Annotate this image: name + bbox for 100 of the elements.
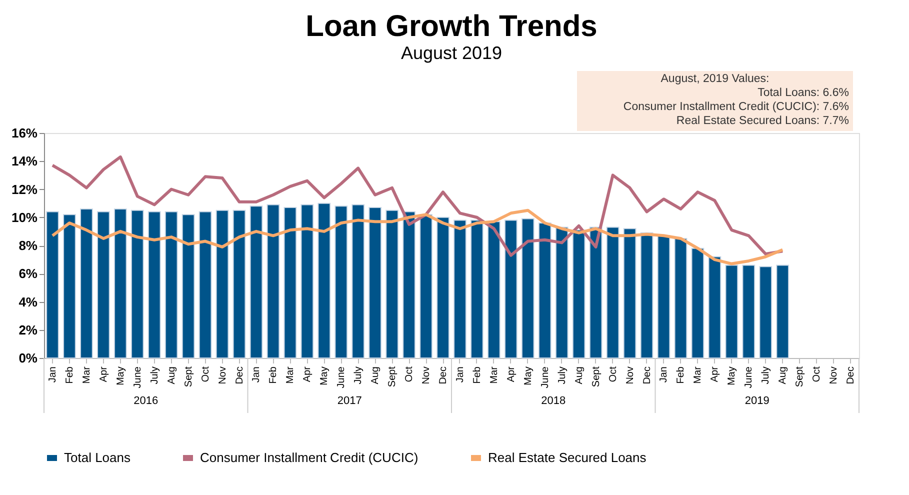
bar: [420, 214, 432, 358]
bar: [504, 220, 518, 358]
y-tick-label: 10%: [11, 210, 38, 225]
x-tick-label: July: [353, 366, 364, 384]
bar: [148, 211, 161, 358]
bar: [114, 208, 127, 358]
x-tick-label: Oct: [404, 366, 416, 382]
text: Consumer Installment Credit (CUCIC): 7.6%: [623, 101, 849, 113]
x-tick-label: May: [522, 366, 534, 386]
x-tick-label: Mar: [692, 366, 704, 384]
bar: [657, 235, 670, 358]
x-tick-label: Dec: [438, 366, 450, 384]
bar: [674, 238, 688, 358]
bar: [250, 206, 263, 358]
x-tick-label: Dec: [846, 366, 857, 384]
chart-title: Loan Growth Trends: [306, 10, 598, 43]
x-tick-label: Apr: [506, 366, 517, 382]
y-tick-label: 4%: [18, 294, 38, 310]
x-tick-label: Nov: [217, 366, 228, 384]
bar: [691, 248, 704, 358]
text: 2017: [337, 395, 362, 407]
x-tick-label: Aug: [778, 366, 789, 384]
bar: [742, 264, 756, 358]
x-tick-label: Oct: [200, 366, 212, 382]
text: Total Loans: 6.6%: [758, 87, 849, 99]
chart-subtitle: August 2019: [400, 43, 502, 63]
bar: [488, 221, 500, 358]
x-tick-label: Dec: [234, 366, 246, 384]
bar: [318, 202, 331, 358]
x-tick-label: Feb: [268, 366, 280, 384]
x-tick-label: Jan: [658, 366, 670, 383]
bar: [436, 216, 450, 358]
bar: [164, 211, 178, 358]
bar: [334, 206, 348, 358]
line-series: [50, 208, 784, 266]
x-tick-label: Feb: [64, 366, 76, 384]
x-tick-label: Jan: [454, 366, 466, 383]
bar: [216, 210, 229, 358]
bar: [352, 204, 365, 358]
x-tick-label: Aug: [166, 366, 178, 384]
bar: [402, 211, 416, 358]
legend-label: Total Loans: [64, 450, 131, 465]
bar: [182, 214, 195, 358]
bar: [470, 220, 484, 358]
bar: [589, 226, 602, 358]
bar: [759, 266, 772, 358]
bar: [776, 264, 790, 358]
bar: [368, 207, 382, 358]
bar: [96, 211, 110, 358]
x-tick-label: Mar: [488, 366, 500, 384]
bar: [46, 211, 59, 358]
bar: [63, 214, 76, 358]
x-tick-label: Mar: [285, 366, 296, 384]
x-tick-label: Sept: [590, 366, 602, 388]
x-tick-label: May: [726, 366, 738, 386]
bar: [521, 218, 534, 358]
x-tick-label: Jan: [47, 366, 58, 383]
x-tick-label: Apr: [302, 366, 314, 382]
x-tick-label: Nov: [421, 366, 432, 384]
x-tick-label: Mar: [81, 366, 92, 384]
x-tick-label: Jan: [251, 366, 262, 383]
bar: [80, 208, 93, 358]
bar: [300, 204, 314, 358]
legend-label: Real Estate Secured Loans: [488, 450, 647, 465]
bar: [284, 207, 297, 358]
y-tick-label: 2%: [18, 322, 38, 338]
bar: [454, 220, 466, 358]
bar: [725, 264, 738, 358]
line-series: [50, 155, 784, 257]
x-tick-label: Nov: [828, 366, 840, 384]
x-tick-label: Sept: [794, 366, 806, 388]
x-tick-label: Feb: [676, 366, 687, 384]
bar: [623, 228, 636, 358]
bar: [386, 210, 399, 358]
bar: [708, 256, 722, 358]
x-tick-label: Oct: [812, 366, 823, 382]
y-tick-label: 14%: [11, 154, 38, 169]
bar: [555, 226, 568, 358]
x-tick-label: Aug: [574, 366, 585, 384]
text: 2018: [541, 395, 566, 407]
y-tick-label: 8%: [18, 238, 38, 253]
x-tick-label: June: [336, 366, 348, 388]
x-tick-label: Sept: [387, 366, 398, 388]
text: Real Estate Secured Loans: 7.7%: [676, 115, 849, 127]
x-tick-label: June: [540, 366, 551, 388]
bar: [130, 210, 144, 358]
x-tick-label: Aug: [370, 366, 382, 384]
bar: [198, 211, 212, 358]
x-tick-label: May: [319, 366, 330, 386]
x-tick-label: Sept: [183, 366, 194, 388]
x-tick-label: July: [760, 366, 772, 384]
bar: [266, 204, 280, 358]
text: 2016: [134, 395, 158, 407]
bar: [606, 226, 620, 358]
x-tick-label: July: [149, 366, 160, 384]
x-tick-label: Apr: [98, 366, 110, 382]
legend-label: Consumer Installment Credit (CUCIC): [200, 450, 418, 465]
x-tick-label: June: [132, 366, 144, 388]
text: August, 2019 Values:: [660, 73, 770, 85]
text: 2019: [744, 395, 770, 407]
